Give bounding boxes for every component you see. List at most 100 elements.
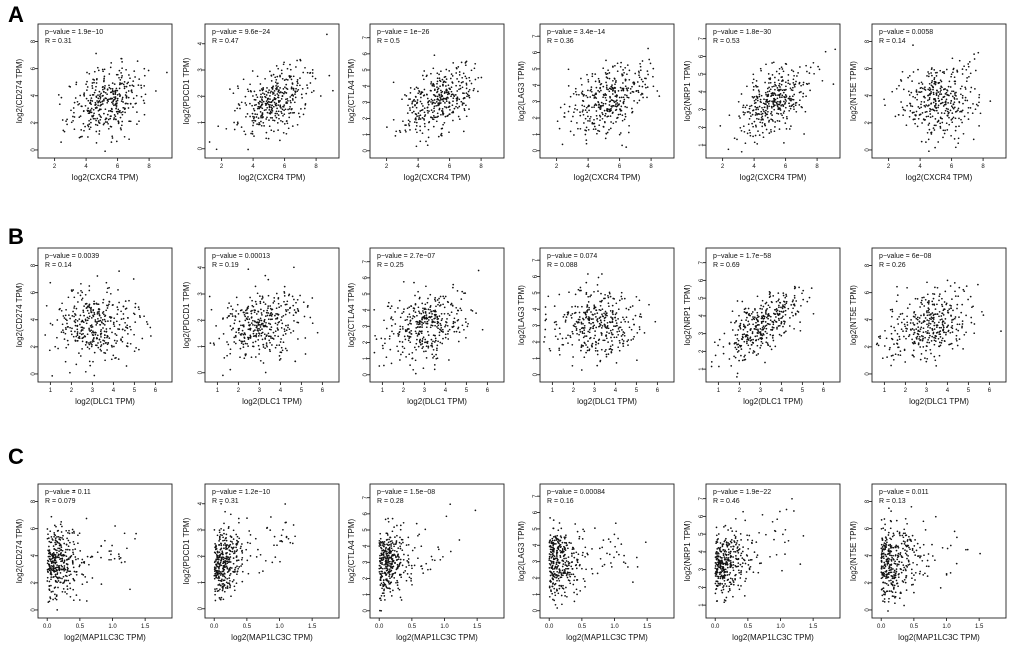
data-point <box>282 114 284 117</box>
p-value-label: p−value = 3.4e−14 <box>547 29 605 36</box>
data-point <box>276 107 278 110</box>
data-point <box>236 123 238 126</box>
y-tick-label: 4 <box>865 93 871 97</box>
data-point <box>599 107 602 110</box>
data-point <box>912 95 914 98</box>
data-point <box>110 62 113 64</box>
data-point <box>275 104 277 107</box>
data-point <box>925 141 927 143</box>
data-point <box>120 100 123 102</box>
data-point <box>252 330 255 332</box>
data-point <box>606 131 609 134</box>
data-point <box>423 94 426 96</box>
data-point <box>87 125 90 128</box>
data-point <box>933 336 935 339</box>
data-point <box>440 98 442 101</box>
y-tick-label: 1 <box>533 356 539 360</box>
data-point <box>614 109 617 112</box>
data-point <box>917 117 920 120</box>
data-point <box>235 310 237 312</box>
data-point <box>768 121 770 123</box>
data-point <box>749 112 752 114</box>
data-point <box>943 308 946 311</box>
y-tick-label: 2 <box>699 125 705 129</box>
data-point <box>603 94 605 97</box>
data-point <box>757 332 759 335</box>
data-point <box>926 293 929 296</box>
data-point <box>752 135 754 138</box>
data-point <box>115 320 118 323</box>
data-point <box>421 340 424 343</box>
data-point <box>440 312 443 315</box>
data-point <box>235 331 238 334</box>
data-point <box>785 100 787 102</box>
data-point <box>477 269 480 272</box>
x-tick-label: 6 <box>822 388 826 394</box>
data-point <box>772 295 775 297</box>
data-point <box>625 316 628 319</box>
x-tick-label: 4 <box>279 388 283 394</box>
data-point <box>316 331 319 334</box>
data-point <box>124 321 126 324</box>
data-point <box>286 67 289 70</box>
data-point <box>62 129 65 132</box>
data-point <box>464 75 467 78</box>
data-point <box>961 73 964 75</box>
data-point <box>108 86 111 89</box>
data-point <box>881 357 884 360</box>
x-axis-title: log2(CXCR4 TPM) <box>906 173 973 182</box>
data-point <box>912 322 914 324</box>
data-point <box>434 95 437 98</box>
data-point <box>283 295 286 297</box>
data-point <box>416 101 419 104</box>
data-point <box>399 316 402 319</box>
data-point <box>613 101 616 104</box>
data-point <box>106 349 108 351</box>
data-point <box>222 317 224 319</box>
data-point <box>95 96 98 99</box>
data-point <box>908 75 911 77</box>
x-tick-label: 2 <box>70 388 74 394</box>
data-point <box>445 91 448 94</box>
data-point <box>418 118 420 121</box>
data-point <box>777 100 779 103</box>
data-point <box>751 318 753 321</box>
x-tick-label: 4 <box>752 164 756 170</box>
data-point <box>281 108 284 111</box>
data-point <box>926 301 929 304</box>
y-tick-label: 0 <box>865 148 871 152</box>
data-point <box>742 323 745 326</box>
data-point <box>252 121 255 124</box>
data-point <box>944 322 946 324</box>
data-point <box>278 355 281 357</box>
data-point <box>472 89 475 92</box>
x-tick-label: 1 <box>717 388 721 394</box>
data-point <box>383 364 385 367</box>
data-point <box>138 315 141 317</box>
data-point <box>617 103 620 106</box>
data-point <box>92 360 94 363</box>
y-tick-label: 3 <box>699 107 705 111</box>
data-point <box>949 285 952 287</box>
data-point <box>273 119 276 122</box>
data-point <box>412 368 415 371</box>
data-point <box>624 115 627 118</box>
data-point <box>97 101 99 104</box>
data-point <box>949 86 952 88</box>
data-point <box>280 305 282 307</box>
data-point <box>767 313 769 316</box>
data-point <box>449 109 451 111</box>
x-tick-label: 5 <box>967 388 971 394</box>
data-point <box>261 113 264 116</box>
data-point <box>939 122 942 125</box>
data-point <box>97 104 99 107</box>
data-point <box>784 313 787 316</box>
data-point <box>436 315 439 318</box>
data-point <box>589 337 591 340</box>
data-point <box>927 99 929 102</box>
data-point <box>600 292 602 295</box>
data-point <box>795 110 798 113</box>
data-point <box>752 125 754 128</box>
data-point <box>582 100 585 102</box>
data-point <box>98 113 101 116</box>
